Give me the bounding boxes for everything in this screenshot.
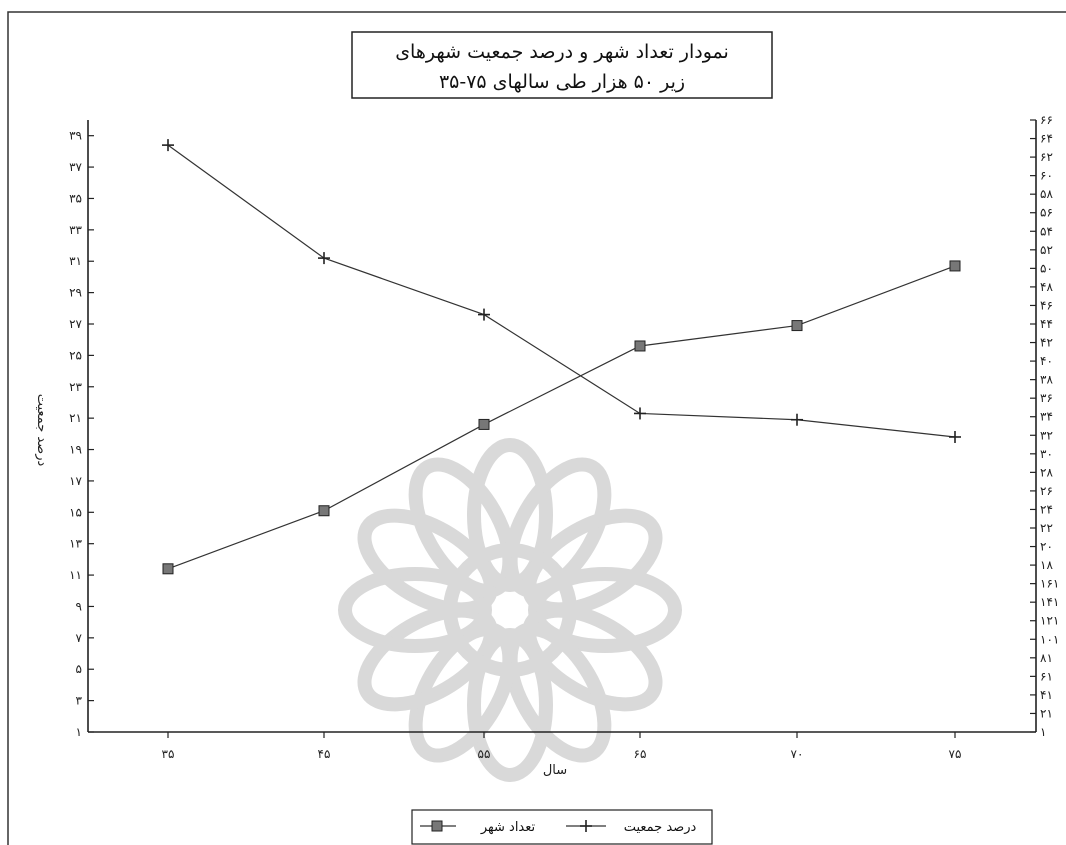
legend: تعداد شهر درصد جمعیت [411, 809, 713, 845]
left-tick-label-12: ۲۵ [69, 348, 82, 362]
right-tick-label-31: ۶۲ [1040, 150, 1053, 164]
series-0-point-5 [949, 260, 961, 272]
right-tick-label-33: ۶۶ [1040, 113, 1053, 127]
right-tick-label-25: ۵۰ [1040, 261, 1053, 275]
right-tick-label-19: ۳۸ [1040, 373, 1053, 387]
series-0-point-1 [318, 505, 330, 517]
right-tick-label-17: ۳۴ [1040, 410, 1053, 424]
right-tick-label-24: ۴۸ [1040, 280, 1053, 294]
left-tick-label-7: ۱۵ [69, 505, 82, 519]
left-tick-label-4: ۹ [76, 599, 82, 613]
right-tick-label-3: ۶۱ [1040, 669, 1053, 683]
left-tick-label-9: ۱۹ [69, 443, 82, 457]
legend-label-percent: درصد جمعیت [624, 820, 697, 835]
x-tick-label-2: ۵۵ [478, 747, 491, 761]
x-tick-label-4: ۷۰ [791, 747, 804, 761]
series-line-1 [167, 144, 956, 438]
x-axis-ticks: ۳۵ ۴۵ ۵۵ ۶۵ ۷۰ ۷۵ [162, 732, 962, 761]
left-tick-label-15: ۳۱ [69, 254, 82, 268]
series-line-0 [167, 265, 956, 570]
left-tick-label-19: ۳۹ [69, 129, 82, 143]
right-tick-label-18: ۳۶ [1040, 391, 1053, 405]
series-1-point-1 [318, 252, 330, 265]
chart-title-line-2: زیر ۵۰ هزار طی سالهای ۷۵-۳۵ [439, 71, 685, 93]
x-axis-label: سال [543, 763, 567, 778]
right-tick-label-10: ۲۰ [1040, 540, 1053, 554]
legend-label-count: تعداد شهر [480, 820, 536, 835]
right-tick-label-6: ۱۲۱ [1040, 614, 1059, 628]
left-tick-label-13: ۲۷ [69, 317, 82, 331]
right-tick-label-5: ۱۰۱ [1040, 632, 1059, 646]
right-tick-label-13: ۲۶ [1040, 484, 1053, 498]
right-tick-label-26: ۵۲ [1040, 243, 1053, 257]
right-tick-label-0: ۱ [1040, 725, 1046, 739]
right-tick-label-22: ۴۴ [1040, 317, 1053, 331]
series-0-point-4 [791, 320, 803, 332]
right-tick-label-8: ۱۶۱ [1040, 577, 1059, 591]
right-tick-label-1: ۲۱ [1040, 706, 1053, 720]
right-tick-label-27: ۵۴ [1040, 224, 1053, 238]
right-tick-label-15: ۳۰ [1040, 447, 1053, 461]
right-axis-ticks: ۱۲۱۴۱۶۱۸۱۱۰۱۱۲۱۱۴۱۱۶۱۱۸۲۰۲۲۲۴۲۶۲۸۳۰۳۲۳۴۳… [1030, 113, 1059, 739]
left-tick-label-2: ۵ [76, 662, 82, 676]
right-tick-label-7: ۱۴۱ [1040, 595, 1059, 609]
right-tick-label-20: ۴۰ [1040, 354, 1053, 368]
right-tick-label-11: ۲۲ [1040, 521, 1053, 535]
left-tick-label-1: ۳ [76, 694, 83, 708]
right-tick-label-32: ۶۴ [1040, 132, 1053, 146]
right-tick-label-9: ۱۸ [1040, 558, 1053, 572]
right-tick-label-4: ۸۱ [1040, 651, 1053, 665]
right-tick-label-2: ۴۱ [1040, 688, 1053, 702]
watermark-petal-11 [522, 508, 663, 617]
series-1-point-3 [634, 407, 646, 420]
left-tick-label-10: ۲۱ [69, 411, 82, 425]
right-tick-label-29: ۵۸ [1040, 187, 1053, 201]
watermark-center [443, 543, 577, 677]
x-tick-label-0: ۳۵ [162, 747, 175, 761]
left-tick-label-5: ۱۱ [69, 568, 82, 582]
left-tick-label-11: ۲۳ [69, 380, 82, 394]
page-frame [7, 11, 1066, 845]
series-1-point-0 [162, 139, 174, 152]
series-1-point-4 [791, 413, 803, 426]
chart-title-line-1: نمودار تعداد شهر و درصد جمعیت شهرهای [395, 41, 729, 63]
series-group [162, 139, 961, 575]
left-tick-label-17: ۳۵ [69, 191, 82, 205]
legend-box [411, 809, 713, 845]
x-tick-label-1: ۴۵ [318, 747, 331, 761]
right-tick-label-23: ۴۶ [1040, 298, 1053, 312]
left-tick-label-6: ۱۳ [69, 537, 82, 551]
left-tick-label-14: ۲۹ [69, 286, 82, 300]
right-tick-label-21: ۴۲ [1040, 336, 1053, 350]
series-0-point-3 [634, 340, 646, 352]
left-tick-label-0: ۱ [76, 725, 82, 739]
chart-title-box [351, 31, 773, 99]
rosette-watermark-icon [338, 438, 682, 782]
right-tick-label-14: ۲۸ [1040, 465, 1053, 479]
right-tick-label-16: ۳۲ [1040, 428, 1053, 442]
series-1-point-5 [949, 430, 961, 443]
left-tick-label-16: ۳۳ [69, 223, 82, 237]
left-tick-label-18: ۳۷ [69, 160, 82, 174]
right-tick-label-30: ۶۰ [1040, 169, 1053, 183]
right-tick-label-28: ۵۶ [1040, 206, 1053, 220]
legend-marker-square [431, 820, 443, 832]
left-tick-label-8: ۱۷ [69, 474, 82, 488]
y-axis-label: درصد جمعیت [34, 394, 49, 467]
x-tick-label-3: ۶۵ [634, 747, 647, 761]
x-tick-label-5: ۷۵ [949, 747, 962, 761]
right-tick-label-12: ۲۴ [1040, 502, 1053, 516]
series-0-point-0 [162, 563, 174, 575]
left-tick-label-3: ۷ [76, 631, 83, 645]
series-1-point-2 [478, 308, 490, 321]
series-0-point-2 [478, 418, 490, 430]
